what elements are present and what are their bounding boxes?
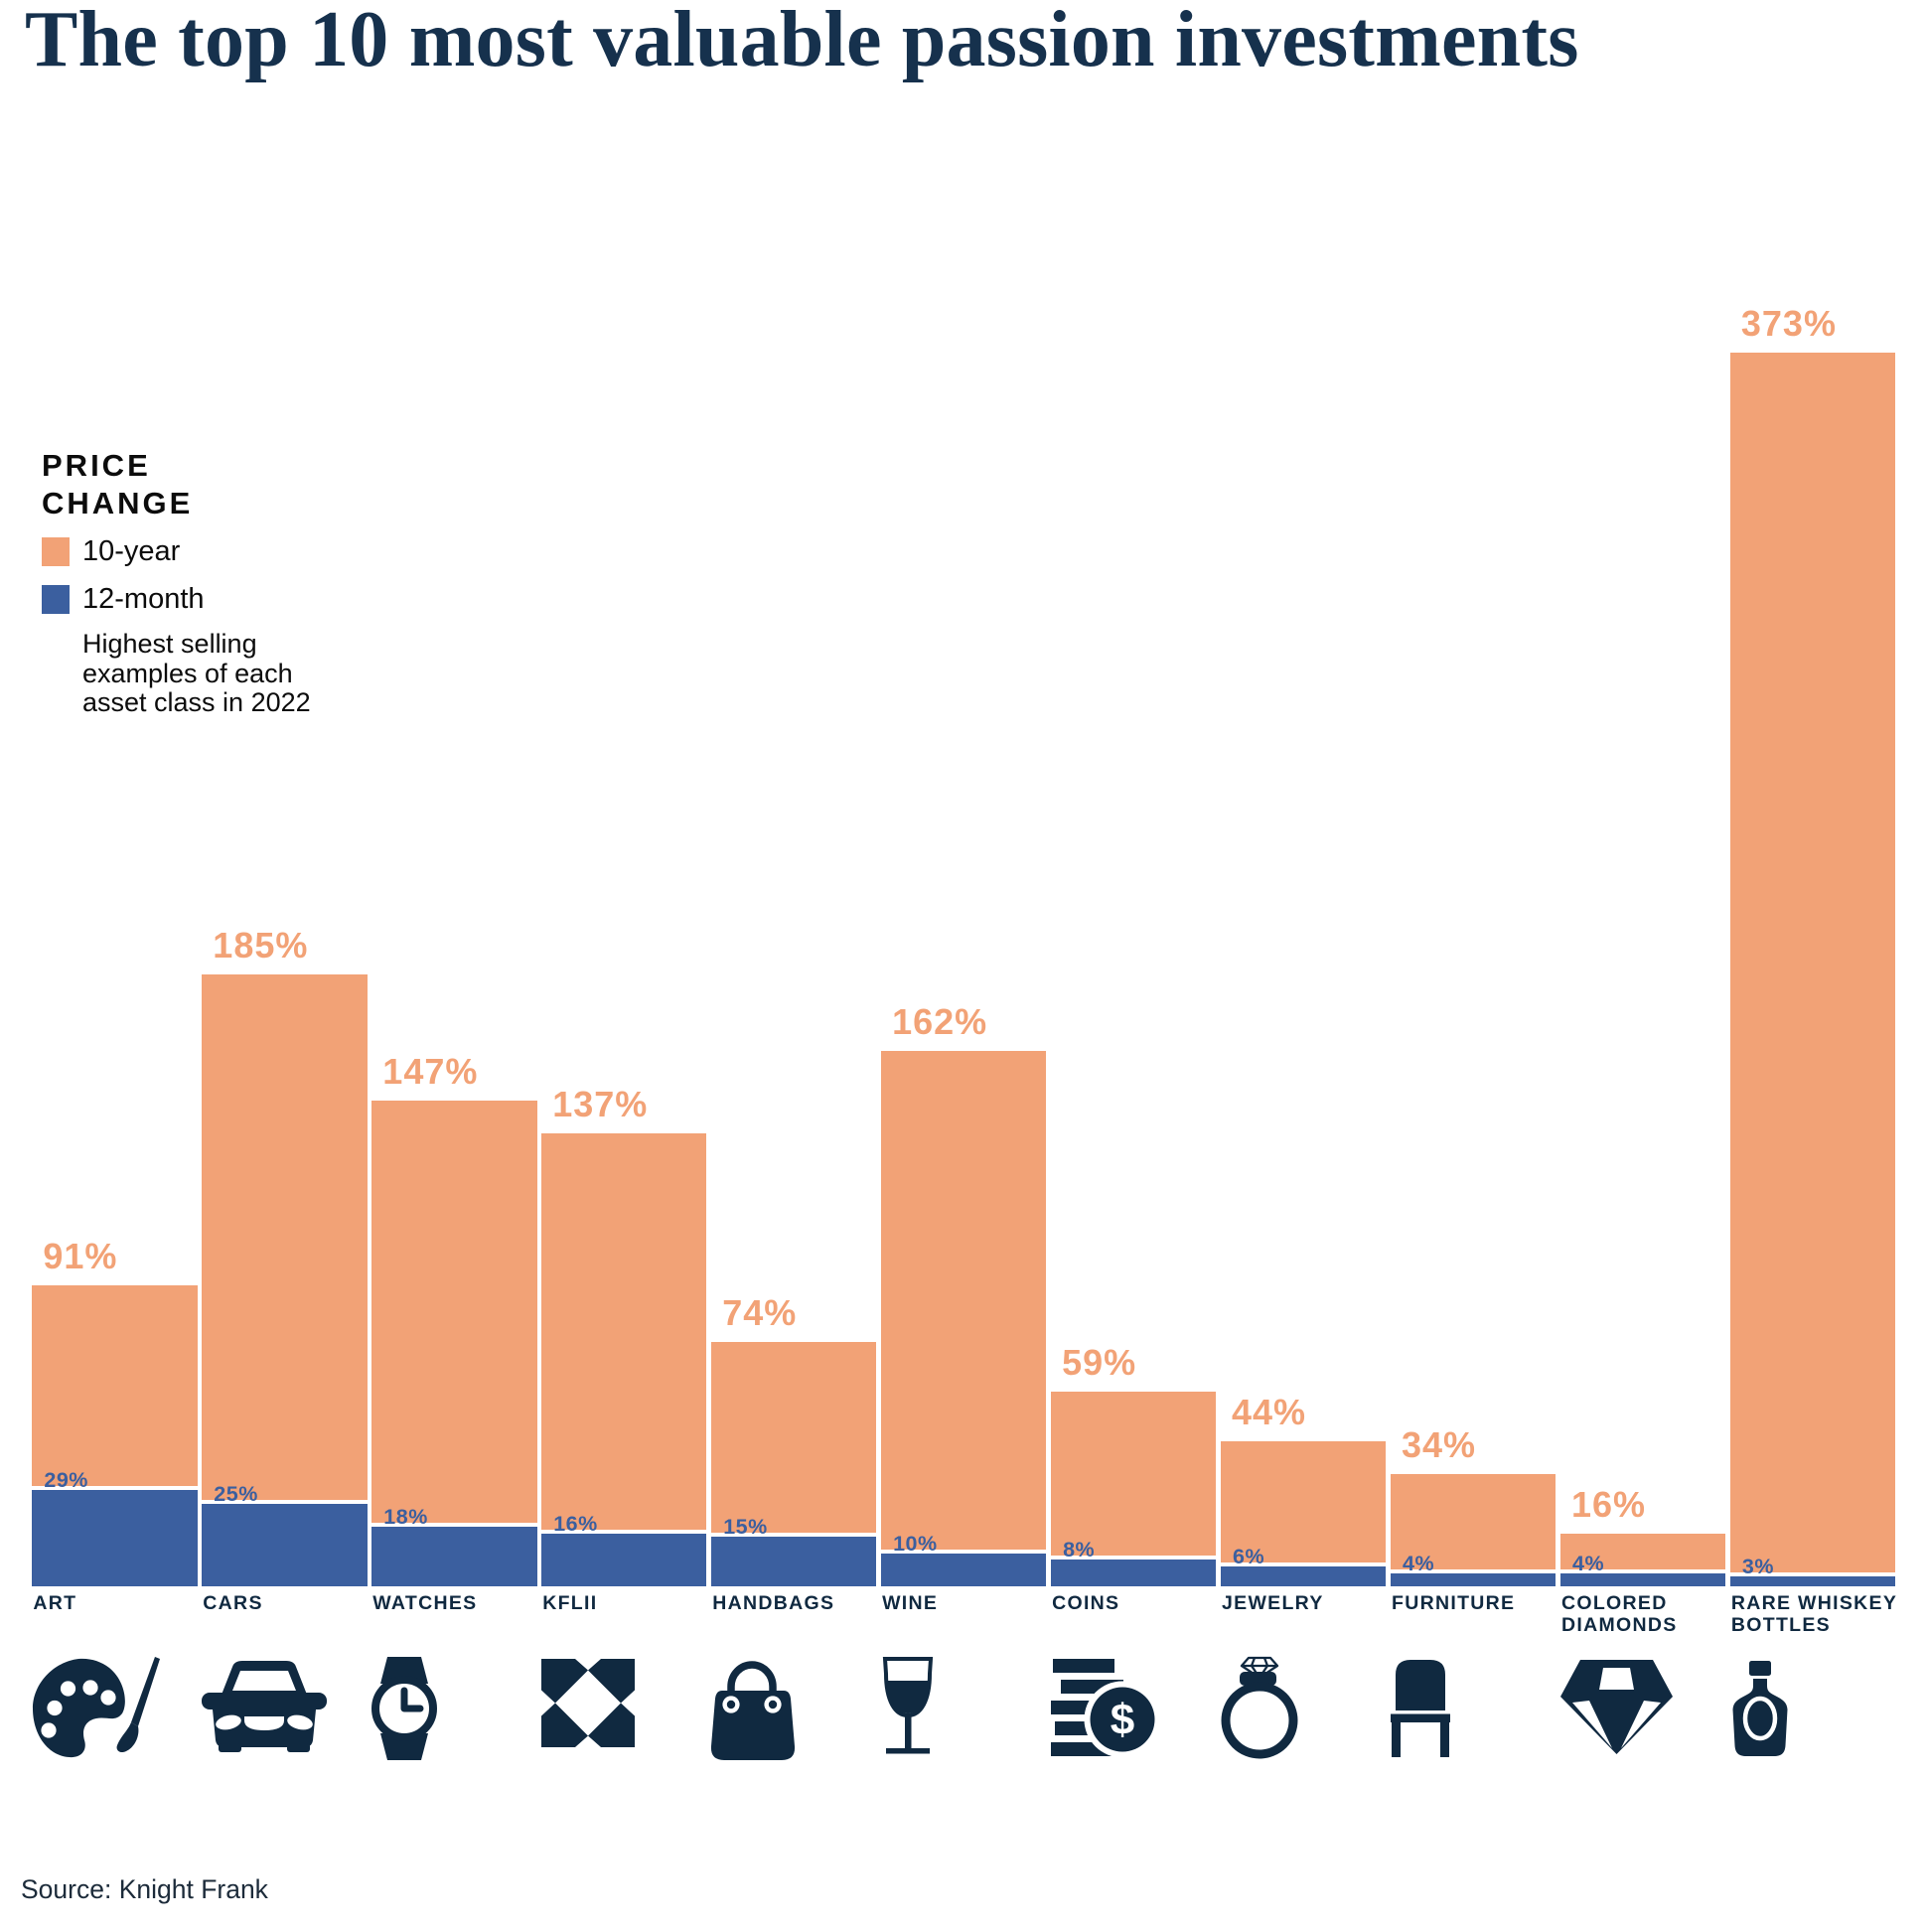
- svg-text:$: $: [1111, 1696, 1134, 1744]
